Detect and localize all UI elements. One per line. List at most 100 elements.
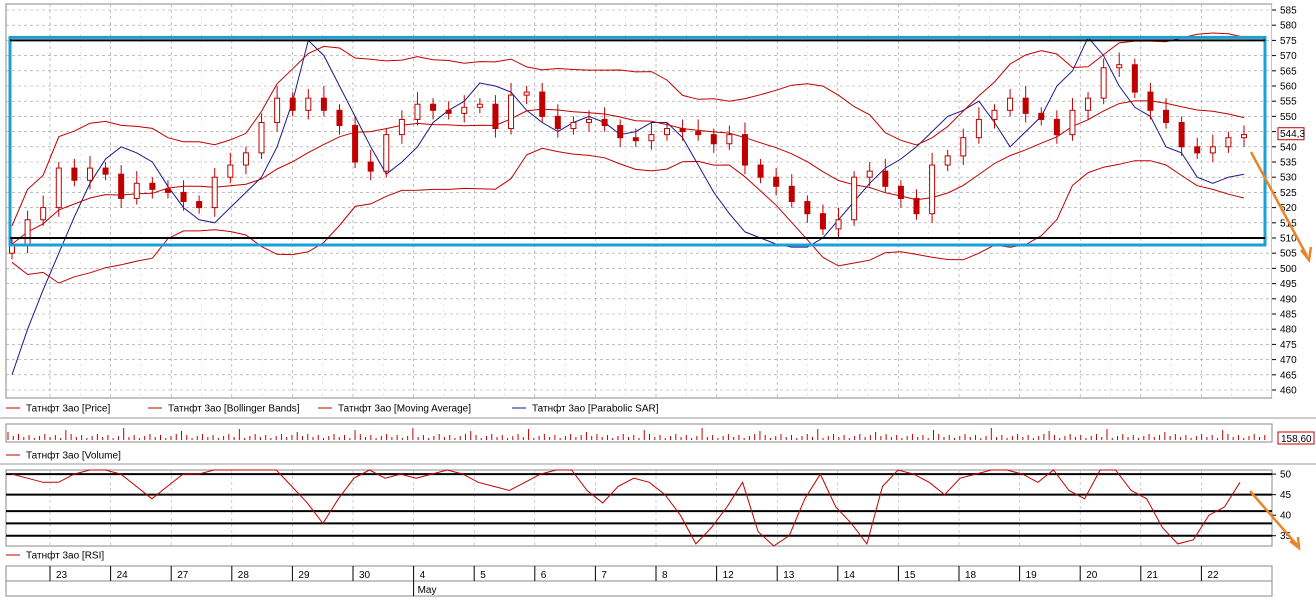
legend-label: Татнфт 3ао [Bollinger Bands] [168,403,300,415]
candle-body [1163,109,1170,123]
date-label: 15 [904,570,916,581]
date-label: 29 [298,570,310,581]
candle-body [55,167,62,209]
candle-body [1007,97,1014,111]
grid-lines [6,4,1272,546]
bollinger-lower-line [11,147,1245,284]
price-tick-label: 540 [1280,142,1297,153]
price-tick-label: 460 [1280,386,1297,397]
volume-value-label: 158,60 [1281,434,1312,445]
candle-body [461,106,468,114]
volume-panel: 158,60 Татнфт 3ао [Volume] [6,428,1315,462]
rsi-tick-label: 50 [1280,470,1292,481]
candle-body [866,170,873,178]
candle-body [508,94,515,130]
candle-body [414,103,421,120]
candle-body [726,134,733,145]
date-axis: 23 24 27 28 29 30 4 5 6 7 8 12 13 14 15 18 19 20 21 22 May [6,566,1272,596]
candle-body [539,91,546,117]
candle-body [1100,67,1107,99]
date-label: 13 [783,570,795,581]
candle-body [383,134,390,172]
price-tick-label: 490 [1280,294,1297,305]
date-label: 7 [601,570,607,581]
panel-frames [0,3,1316,597]
date-label: 8 [662,570,668,581]
candle-body [430,103,437,111]
candle-body [944,155,951,166]
candle-body [1116,64,1123,69]
price-tick-label: 525 [1280,188,1297,199]
legend-label: Татнфт 3ао [Parabolic SAR] [532,403,659,415]
candle-body [398,118,405,136]
price-tick-label: 500 [1280,264,1297,275]
price-tick-label: 520 [1280,203,1297,214]
last-price-box [1277,127,1305,141]
candle-body [554,115,561,130]
price-tick-label: 580 [1280,21,1297,32]
candle-body [149,182,156,190]
rsi-tick-label: 45 [1280,490,1292,501]
candle-body [1225,137,1232,148]
trend-arrow-rsi-head [1289,536,1301,551]
candle-body [632,137,639,142]
price-tick-label: 555 [1280,97,1297,108]
candle-body [1069,109,1076,136]
candle-body [180,191,187,203]
legend-label: Татнфт 3ао [Price] [26,403,110,415]
candle-body [274,97,281,123]
candle-body [523,91,530,96]
candle-body [897,185,904,199]
date-label: 12 [723,570,735,581]
candle-body [570,121,577,130]
date-label: 18 [965,570,977,581]
price-tick-label: 495 [1280,279,1297,290]
date-label: 28 [238,570,250,581]
date-label: 30 [359,570,371,581]
date-label: 23 [56,570,68,581]
candle-body [819,213,826,230]
month-label: May [418,585,437,596]
rsi-tick-label: 40 [1280,511,1292,522]
candle-body [788,185,795,203]
candle-body [1038,112,1045,120]
candle-body [320,97,327,111]
date-label: 5 [480,570,486,581]
candle-body [1178,121,1185,148]
rsi-line [11,469,1241,547]
price-tick-label: 560 [1280,82,1297,93]
price-tick-label: 550 [1280,112,1297,123]
candle-body [601,118,608,127]
candle-body [960,137,967,157]
price-tick-label: 565 [1280,66,1297,77]
candle-body [242,152,249,166]
candle-body [695,131,702,136]
candle-body [40,207,47,221]
price-tick-label: 475 [1280,340,1297,351]
trading-channel [8,35,1267,247]
candle-body [492,103,499,130]
candle-body [476,103,483,108]
trend-arrows [1249,151,1313,551]
candle-body [1241,134,1247,139]
candle-body [710,134,717,145]
last-price-label: 544,3 [1280,129,1305,140]
panel-frame-2 [5,469,1273,547]
candle-body [102,167,109,175]
candle-body [913,197,920,215]
candle-body [804,201,811,215]
candle-body [24,219,31,245]
price-tick-label: 485 [1280,310,1297,321]
candle-body [1022,97,1029,114]
candle-body [305,97,312,111]
candle-body [617,125,624,139]
panel-frame-0 [5,3,1273,399]
date-label: 21 [1147,570,1159,581]
candle-body [991,109,998,120]
candle-body [679,128,686,133]
date-label: 19 [1026,570,1038,581]
candle-body [975,118,982,139]
price-tick-label: 510 [1280,234,1297,245]
candle-body [289,97,296,111]
